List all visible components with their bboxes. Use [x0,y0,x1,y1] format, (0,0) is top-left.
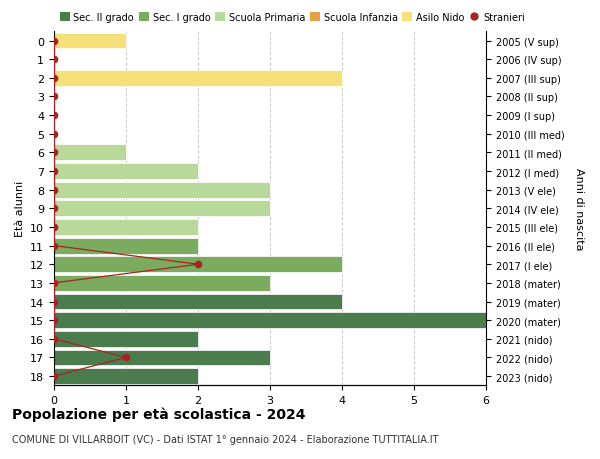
Bar [54,182,270,198]
Bar [54,34,126,49]
Legend: Sec. II grado, Sec. I grado, Scuola Primaria, Scuola Infanzia, Asilo Nido, Stran: Sec. II grado, Sec. I grado, Scuola Prim… [59,12,526,24]
Bar [54,257,342,273]
Bar [54,313,486,328]
Bar [54,164,198,179]
Bar [54,219,198,235]
Y-axis label: Anni di nascita: Anni di nascita [574,168,584,250]
Bar [54,331,198,347]
Bar [54,238,198,254]
Text: Popolazione per età scolastica - 2024: Popolazione per età scolastica - 2024 [12,406,305,421]
Text: COMUNE DI VILLARBOIT (VC) - Dati ISTAT 1° gennaio 2024 - Elaborazione TUTTITALIA: COMUNE DI VILLARBOIT (VC) - Dati ISTAT 1… [12,434,439,444]
Bar [54,294,342,310]
Bar [54,369,198,384]
Y-axis label: Età alunni: Età alunni [14,181,25,237]
Bar [54,350,270,365]
Bar [54,201,270,217]
Bar [54,145,126,161]
Bar [54,71,342,87]
Bar [54,275,270,291]
